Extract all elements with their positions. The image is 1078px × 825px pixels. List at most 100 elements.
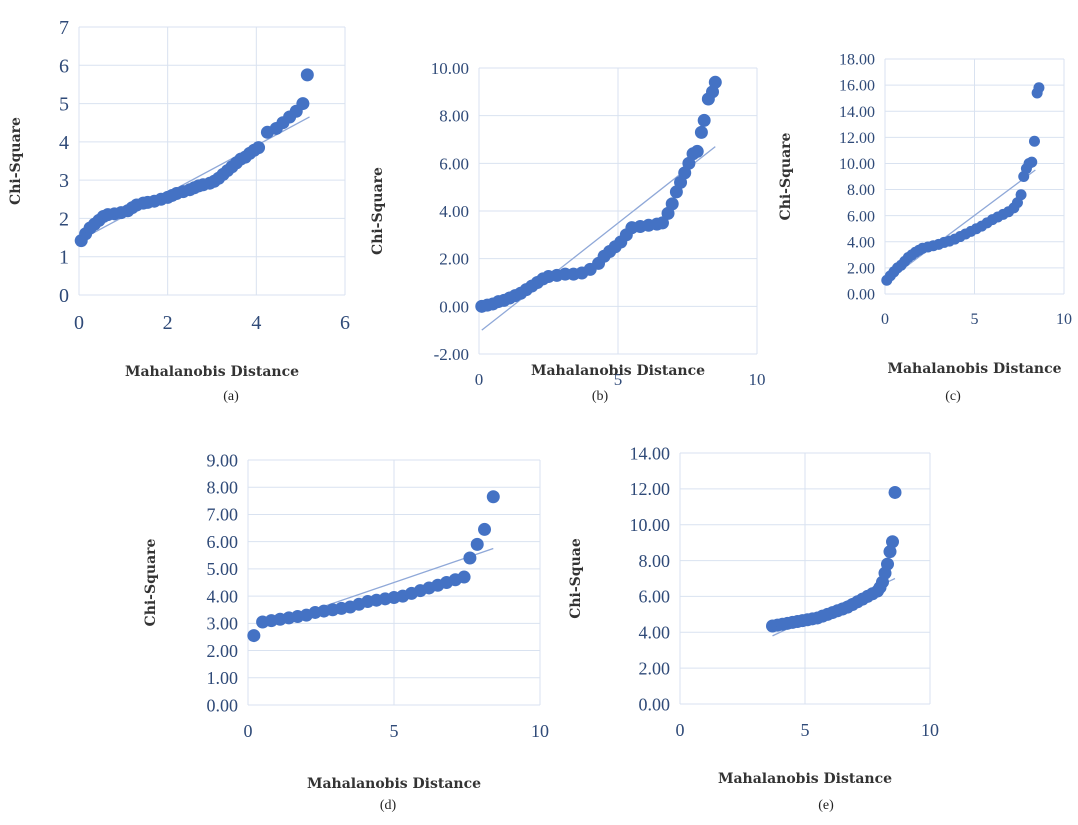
- x-axis-title: Mahalanobis Distance: [887, 361, 1061, 377]
- y-tick-label: 18.00: [839, 52, 875, 69]
- data-point: [1028, 135, 1040, 147]
- data-point: [463, 551, 477, 565]
- y-axis-title: Chi-Square: [370, 167, 386, 255]
- trendline: [886, 169, 1036, 282]
- data-point: [1033, 82, 1045, 94]
- x-axis-title: Mahalanobis Distance: [125, 364, 299, 380]
- data-point: [665, 197, 679, 211]
- data-point: [470, 537, 484, 551]
- y-tick-label: 6.00: [639, 587, 671, 607]
- y-tick-label: 10.00: [839, 156, 875, 173]
- y-tick-label: 8.00: [639, 551, 671, 571]
- y-tick-label: 1.00: [207, 668, 239, 688]
- chart-panel-a: 0 1 2 3 4 5 6 7 0 2 4 6 Mahalanobis Distance Chi-Squa…: [8, 17, 350, 404]
- y-tick-label: 1: [59, 247, 69, 269]
- y-axis-title: Chi-Squae: [568, 538, 584, 619]
- x-tick-label: 5: [971, 311, 979, 328]
- y-tick-label: 6.00: [439, 154, 469, 173]
- y-tick-label: 4.00: [847, 234, 875, 251]
- y-tick-label: 7: [59, 17, 69, 39]
- x-tick-label: 10: [749, 370, 766, 389]
- y-axis-title: Chi-Square: [143, 538, 159, 626]
- y-tick-label: 8.00: [207, 478, 239, 498]
- y-tick-label: 12.00: [839, 130, 875, 147]
- data-point: [296, 97, 310, 111]
- x-tick-label: 6: [340, 312, 350, 334]
- y-tick-label: 5: [59, 94, 69, 116]
- y-tick-label: 0.00: [207, 695, 239, 715]
- data-point: [478, 522, 492, 536]
- data-point: [457, 570, 471, 584]
- x-tick-label: 2: [163, 312, 173, 334]
- chart-panel-b: -2.00 0.00 2.00 4.00 6.00 8.00 10.00 0 5 10 Mahala…: [370, 59, 766, 404]
- y-tick-label: 8.00: [439, 107, 469, 126]
- x-axis-title: Mahalanobis Distance: [307, 776, 481, 792]
- y-axis-title: Chi-Square: [778, 132, 794, 220]
- y-tick-label: 6.00: [207, 532, 239, 552]
- data-point: [300, 68, 314, 82]
- y-tick-label: 8.00: [847, 182, 875, 199]
- x-tick-label: 5: [390, 721, 399, 741]
- chart-panel-e: 0.00 2.00 4.00 6.00 8.00 10.00 12.00 14.00 0 5 10 M…: [568, 443, 939, 813]
- data-point: [247, 629, 261, 643]
- y-tick-label: 2.00: [207, 641, 239, 661]
- data-point: [1026, 156, 1038, 168]
- y-tick-label: 0: [59, 285, 69, 307]
- y-tick-label: 6.00: [847, 208, 875, 225]
- x-tick-label: 0: [676, 720, 685, 740]
- trendline: [80, 116, 310, 241]
- y-tick-label: -2.00: [434, 345, 469, 364]
- x-axis-title: Mahalanobis Distance: [718, 771, 892, 787]
- y-tick-label: 16.00: [839, 78, 875, 95]
- y-tick-label: 9.00: [207, 450, 239, 470]
- data-point: [883, 545, 897, 559]
- data-point: [486, 490, 500, 504]
- y-tick-label: 14.00: [839, 104, 875, 121]
- panel-caption: (a): [223, 389, 239, 404]
- y-tick-label: 2: [59, 208, 69, 230]
- y-tick-label: 0.00: [439, 297, 469, 316]
- y-tick-label: 3: [59, 170, 69, 192]
- x-axis-title: Mahalanobis Distance: [531, 363, 705, 379]
- y-tick-label: 0.00: [847, 287, 875, 304]
- data-point: [708, 75, 722, 89]
- chart-panel-d: 0.00 1.00 2.00 3.00 4.00 5.00 6.00 7.00 8.00 9.00…: [143, 450, 549, 813]
- y-tick-label: 2.00: [639, 658, 671, 678]
- x-tick-label: 0: [244, 721, 253, 741]
- y-tick-label: 2.00: [847, 260, 875, 277]
- x-tick-label: 0: [74, 312, 84, 334]
- y-tick-label: 4.00: [439, 202, 469, 221]
- y-tick-label: 4.00: [207, 586, 239, 606]
- y-tick-label: 7.00: [207, 505, 239, 525]
- data-point: [881, 557, 894, 571]
- x-tick-label: 5: [801, 720, 810, 740]
- data-point: [690, 144, 704, 158]
- y-axis-title: Chi-Square: [8, 117, 24, 205]
- y-tick-label: 14.00: [630, 443, 671, 463]
- panel-caption: (d): [380, 798, 397, 813]
- x-tick-label: 10: [1056, 311, 1072, 328]
- y-tick-label: 6: [59, 55, 69, 77]
- panel-caption: (e): [818, 798, 834, 813]
- panel-caption: (c): [945, 389, 961, 404]
- x-tick-label: 4: [251, 312, 261, 334]
- data-point: [252, 141, 266, 155]
- x-tick-label: 5: [614, 370, 623, 389]
- y-tick-label: 2.00: [439, 250, 469, 269]
- y-tick-label: 4: [59, 132, 69, 154]
- x-tick-label: 0: [475, 370, 484, 389]
- y-tick-label: 3.00: [207, 614, 239, 634]
- panel-caption: (b): [592, 389, 609, 404]
- x-tick-label: 10: [921, 720, 939, 740]
- data-point: [694, 125, 708, 139]
- y-tick-label: 12.00: [630, 479, 671, 499]
- data-point: [888, 485, 902, 499]
- data-point: [1015, 189, 1027, 201]
- y-tick-label: 5.00: [207, 559, 239, 579]
- y-tick-label: 4.00: [639, 623, 671, 643]
- data-point: [655, 216, 669, 230]
- y-tick-label: 10.00: [431, 59, 469, 78]
- x-tick-label: 0: [881, 311, 889, 328]
- data-point: [697, 113, 711, 127]
